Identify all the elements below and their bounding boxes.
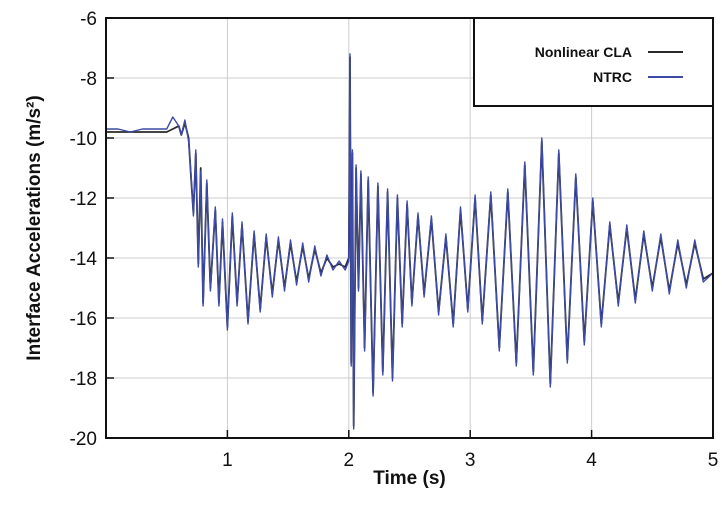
y-tick-label: -18 xyxy=(70,369,97,390)
y-tick-label: -12 xyxy=(70,189,97,210)
x-tick-label: 4 xyxy=(586,450,597,471)
y-tick-label: -20 xyxy=(70,429,97,450)
x-tick-label: 3 xyxy=(465,450,476,471)
legend: Nonlinear CLA NTRC xyxy=(473,17,714,107)
x-tick-label: 5 xyxy=(708,450,719,471)
y-tick-label: -14 xyxy=(70,249,98,270)
x-tick-label: 2 xyxy=(344,450,355,471)
series-lines xyxy=(106,53,714,430)
y-tick-label: -16 xyxy=(70,309,97,330)
y-tick-label: -10 xyxy=(70,129,97,150)
y-tick-label: -6 xyxy=(80,9,97,30)
x-axis-ticks: 1 2 3 4 5 xyxy=(222,430,718,471)
y-axis-label: Interface Accelerations (m/s²) xyxy=(24,95,45,360)
x-tick-label: 1 xyxy=(222,450,233,471)
legend-label: Nonlinear CLA xyxy=(535,44,632,60)
series-line-ntrc xyxy=(106,53,714,430)
y-tick-label: -8 xyxy=(80,69,97,90)
y-axis-ticks: -6 -8 -10 -12 -14 -16 -18 -20 xyxy=(70,9,114,450)
legend-label: NTRC xyxy=(593,69,632,85)
legend-box xyxy=(473,17,714,107)
x-axis-label: Time (s) xyxy=(373,468,446,489)
plot-frame xyxy=(105,17,714,439)
